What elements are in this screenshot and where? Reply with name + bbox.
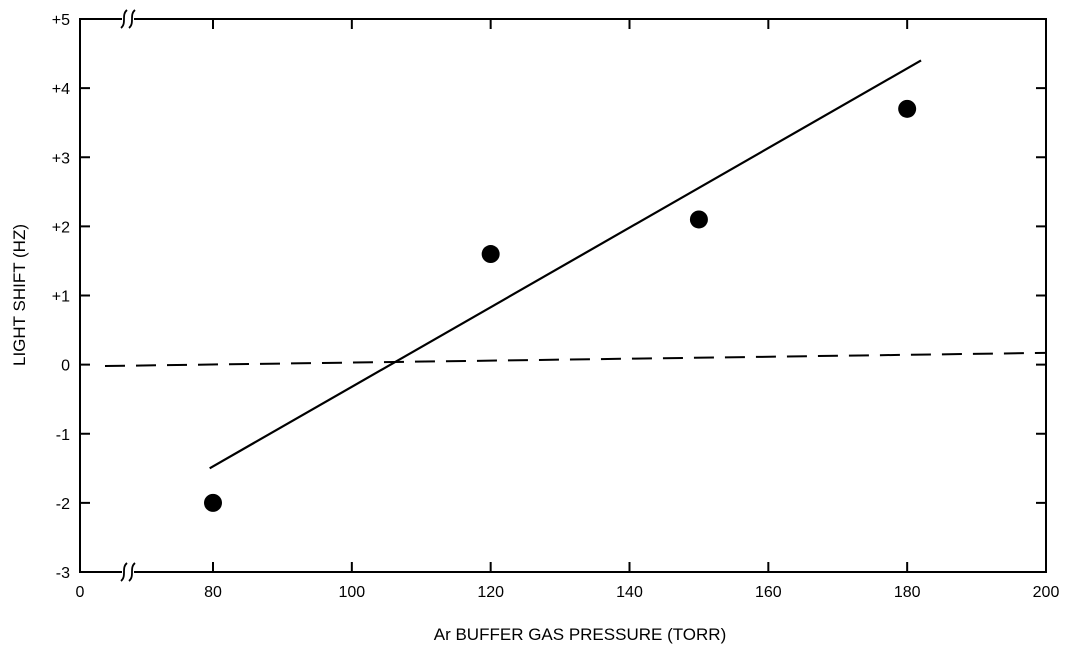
y-axis-title: LIGHT SHIFT (HZ) (10, 224, 29, 366)
zero-reference-line (104, 351, 1047, 368)
axis-break-gap (122, 15, 134, 23)
axis-break-marks (120, 9, 136, 582)
x-tick-label: 200 (1033, 584, 1060, 601)
y-tick-label: +4 (52, 81, 70, 98)
x-tick-label: 120 (477, 584, 504, 601)
axis-break-gap (122, 568, 134, 576)
y-tick-label: +1 (52, 289, 70, 306)
x-tick-label: 100 (338, 584, 365, 601)
x-tick-label: 80 (204, 584, 222, 601)
axis-break-mark (128, 9, 136, 29)
axis-break-mark (120, 9, 128, 29)
y-tick-label: -2 (56, 496, 70, 513)
x-tick-group: 0 80 100 120 140 160 180 200 (76, 19, 1060, 601)
y-tick-label: +2 (52, 219, 70, 236)
x-tick-label: 160 (755, 584, 782, 601)
line-group (104, 59, 1047, 470)
x-axis-title: Ar BUFFER GAS PRESSURE (TORR) (434, 625, 727, 644)
data-point (689, 210, 708, 229)
data-point (481, 245, 500, 264)
data-point (898, 99, 917, 118)
x-tick-label: 180 (894, 584, 921, 601)
y-tick-label: 0 (61, 358, 70, 375)
y-tick-label: -1 (56, 427, 70, 444)
point-group (204, 99, 917, 512)
x-tick-label: 0 (76, 584, 85, 601)
y-tick-label: +5 (52, 12, 70, 29)
fit-line (209, 59, 922, 470)
data-point (204, 493, 222, 512)
axis-break-mark (128, 562, 136, 582)
plot-frame (79, 18, 1047, 573)
y-tick-label: -3 (56, 565, 70, 582)
x-tick-label: 140 (616, 584, 643, 601)
y-tick-label: +3 (52, 150, 70, 167)
axis-break-mark (120, 562, 128, 582)
y-tick-group: +5 +4 +3 +2 +1 0 -1 -2 -3 (52, 12, 1046, 582)
